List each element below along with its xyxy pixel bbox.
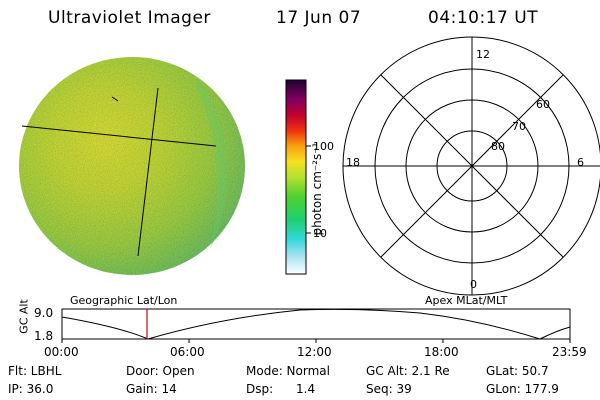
glon-info: GLon: 177.9 (486, 382, 559, 396)
mlt-label-6: 6 (577, 156, 584, 169)
lat-label-60: 60 (536, 98, 550, 111)
altitude-strip-frame (61, 308, 571, 340)
lat-label-70: 70 (512, 120, 526, 133)
time-tick-0000: 00:00 (44, 345, 79, 359)
time-tick-1200: 12:00 (297, 345, 332, 359)
instrument-title: Ultraviolet Imager (48, 8, 211, 28)
apex-title: Apex MLat/MLT (425, 294, 508, 307)
gain-info: Gain: 14 (126, 382, 177, 396)
latitude-line (21, 125, 217, 147)
mlt-label-18: 18 (346, 156, 360, 169)
colorbar (285, 79, 311, 275)
colorbar-tick-label-100: 100 (313, 140, 334, 153)
mlt-label-0: 0 (470, 278, 477, 291)
date-label: 17 Jun 07 (276, 8, 362, 28)
ip-info: IP: 36.0 (8, 382, 54, 396)
altitude-curve (61, 308, 571, 340)
altitude-y-tick-top: 9.0 (34, 306, 54, 320)
meridian-diag-2 (380, 74, 564, 258)
mode-info: Mode: Normal (246, 364, 330, 378)
geographic-title: Geographic Lat/Lon (70, 294, 178, 307)
time-tick-1800: 18:00 (424, 345, 459, 359)
time-tick-2359: 23:59 (552, 345, 587, 359)
seq-info: Seq: 39 (366, 382, 412, 396)
lat-label-80: 80 (491, 140, 505, 153)
longitude-line (137, 87, 159, 257)
door-info: Door: Open (126, 364, 195, 378)
altitude-axis-label: GC Alt (17, 299, 31, 334)
surface-mark (111, 96, 119, 102)
time-tick-0600: 06:00 (170, 345, 205, 359)
glat-info: GLat: 50.7 (486, 364, 549, 378)
gc-alt-info: GC Alt: 2.1 Re (366, 364, 450, 378)
colorbar-tick-label-10: 10 (313, 227, 327, 240)
colorbar-gradient (285, 79, 307, 275)
earth-disk (19, 57, 245, 275)
dsp-info: Dsp: 1.4 (246, 382, 316, 396)
filter-info: Flt: LBHL (8, 364, 62, 378)
time-label: 04:10:17 UT (428, 8, 539, 28)
mlt-label-12: 12 (476, 48, 490, 61)
altitude-y-tick-bottom: 1.8 (34, 329, 54, 343)
